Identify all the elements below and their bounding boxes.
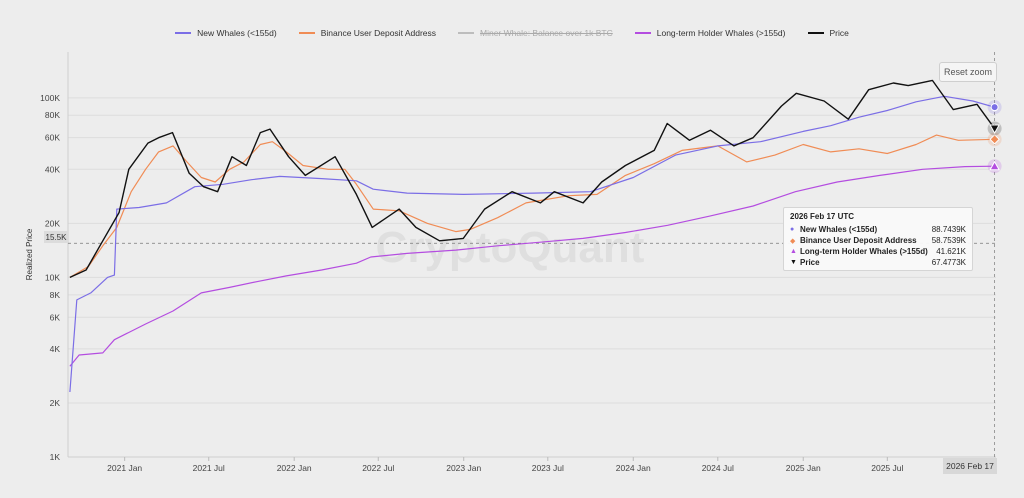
y-tick-label: 8K bbox=[50, 290, 61, 300]
hline-value-label: 15.5K bbox=[44, 231, 68, 243]
x-tick-label: 2025 Jan bbox=[786, 463, 821, 473]
legend-swatch bbox=[458, 32, 474, 34]
legend-item-2[interactable]: Miner Whale: Balance over 1k BTC bbox=[458, 28, 613, 38]
tooltip-title: 2026 Feb 17 UTC bbox=[790, 212, 855, 221]
tooltip-series-value: 41.621K bbox=[936, 247, 966, 256]
crosshair-tooltip: 2026 Feb 17 UTC ● New Whales (<155d) 88.74… bbox=[783, 207, 973, 271]
legend-label: New Whales (<155d) bbox=[197, 28, 277, 38]
tooltip-series-name: Price bbox=[800, 258, 820, 267]
x-tick-label: 2025 Jul bbox=[871, 463, 903, 473]
tooltip-row: ◆ Binance User Deposit Address 58.7539K bbox=[790, 235, 966, 246]
x-tick-label: 2021 Jan bbox=[107, 463, 142, 473]
legend-label: Long-term Holder Whales (>155d) bbox=[656, 28, 786, 38]
y-tick-label: 4K bbox=[50, 344, 61, 354]
watermark: CryptoQuant bbox=[376, 223, 645, 272]
legend-swatch bbox=[175, 32, 192, 34]
y-tick-label: 100K bbox=[40, 93, 60, 103]
legend-item-3[interactable]: Long-term Holder Whales (>155d) bbox=[634, 28, 786, 38]
tooltip-series-value: 88.7439K bbox=[931, 225, 966, 234]
x-tick-label: 2024 Jan bbox=[616, 463, 651, 473]
tooltip-marker-icon: ● bbox=[790, 226, 795, 233]
x-tick-label: 2022 Jan bbox=[277, 463, 312, 473]
marker-long-term-holder-whales-155d- bbox=[989, 160, 1000, 171]
tooltip-row: ● New Whales (<155d) 88.7439K bbox=[790, 224, 966, 235]
y-tick-label: 80K bbox=[45, 110, 60, 120]
y-tick-label: 10K bbox=[45, 272, 60, 282]
y-tick-label: 6K bbox=[50, 312, 61, 322]
x-tick-label: 2024 Jul bbox=[702, 463, 734, 473]
x-tick-label: 2021 Jul bbox=[193, 463, 225, 473]
tooltip-series-name: New Whales (<155d) bbox=[800, 225, 878, 234]
tooltip-marker-icon: ▼ bbox=[790, 259, 797, 266]
reset-zoom-button[interactable]: Reset zoom bbox=[939, 62, 997, 82]
tooltip-series-name: Binance User Deposit Address bbox=[800, 236, 917, 245]
marker-binance-user-deposit-address bbox=[989, 134, 1000, 145]
tooltip-rows: ● New Whales (<155d) 88.7439K ◆ Binance User… bbox=[790, 224, 966, 268]
legend-swatch bbox=[807, 32, 824, 34]
y-axis-title: Realized Price bbox=[25, 228, 34, 280]
tooltip-series-value: 67.4773K bbox=[931, 258, 966, 267]
chart-legend: New Whales (<155d) Binance User Deposit A… bbox=[0, 24, 1024, 42]
legend-item-1[interactable]: Binance User Deposit Address bbox=[298, 28, 436, 38]
tooltip-row: ▼ Price 67.4773K bbox=[790, 257, 966, 268]
series-line-price bbox=[69, 79, 996, 279]
legend-item-0[interactable]: New Whales (<155d) bbox=[175, 28, 277, 38]
tooltip-marker-icon: ◆ bbox=[790, 237, 796, 245]
tooltip-series-name: Long-term Holder Whales (>155d) bbox=[800, 247, 928, 256]
y-tick-label: 2K bbox=[50, 398, 61, 408]
series-line-binance-user-deposit-address bbox=[69, 134, 995, 278]
series-line-new-whales-155d- bbox=[69, 95, 995, 393]
x-tick-label: 2023 Jul bbox=[532, 463, 564, 473]
legend-label: Binance User Deposit Address bbox=[320, 28, 436, 38]
legend-label: Price bbox=[829, 28, 849, 38]
x-tick-label: 2022 Jul bbox=[362, 463, 394, 473]
marker-price bbox=[989, 124, 1000, 135]
y-tick-label: 60K bbox=[45, 133, 60, 143]
legend-swatch bbox=[634, 32, 651, 34]
y-tick-label: 1K bbox=[50, 452, 61, 462]
legend-label: Miner Whale: Balance over 1k BTC bbox=[480, 28, 613, 38]
legend-item-4[interactable]: Price bbox=[807, 28, 849, 38]
tooltip-row: ▲ Long-term Holder Whales (>155d) 41.621K bbox=[790, 246, 966, 257]
x-tick-label: 2023 Jan bbox=[446, 463, 481, 473]
y-tick-label: 40K bbox=[45, 164, 60, 174]
series-line-long-term-holder-whales-155d- bbox=[69, 165, 995, 367]
crosshair-date-flag: 2026 Feb 17 bbox=[943, 458, 997, 474]
y-tick-label: 20K bbox=[45, 218, 60, 228]
legend-swatch bbox=[298, 32, 315, 34]
tooltip-marker-icon: ▲ bbox=[790, 248, 797, 255]
tooltip-series-value: 58.7539K bbox=[931, 236, 966, 245]
marker-new-whales-155d- bbox=[990, 103, 999, 112]
